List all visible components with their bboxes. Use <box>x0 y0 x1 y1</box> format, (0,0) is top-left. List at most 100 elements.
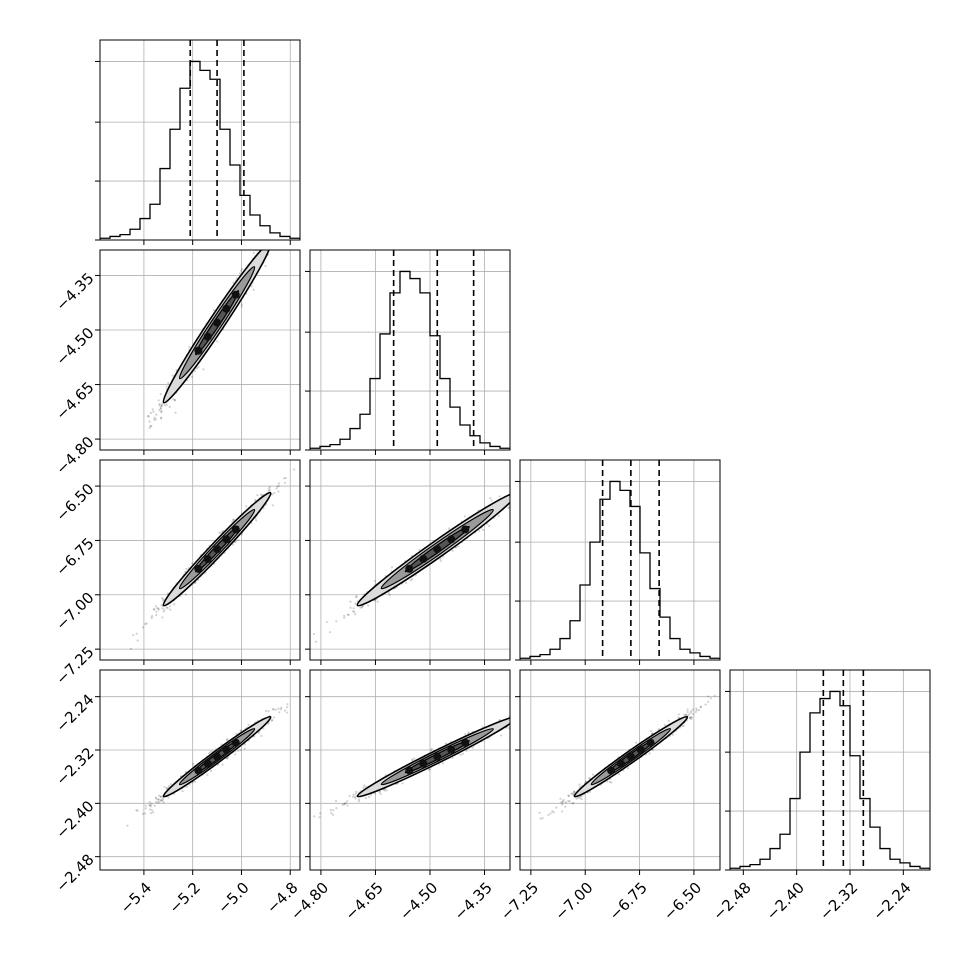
sample-point <box>512 724 514 726</box>
sample-point <box>667 719 670 722</box>
sample-point <box>167 785 171 788</box>
panel-frame <box>99 459 301 661</box>
sample-point <box>159 795 162 799</box>
sample-point <box>141 626 145 629</box>
sample-point <box>161 799 164 802</box>
sample-point <box>147 415 150 418</box>
sample-point <box>689 716 692 719</box>
sample-point <box>343 803 346 806</box>
sample-point <box>257 731 260 735</box>
sample-point <box>158 794 161 797</box>
panel-frame <box>99 669 301 871</box>
sample-point <box>169 783 173 786</box>
sample-point <box>525 482 527 484</box>
sample-point <box>313 815 316 818</box>
sample-point <box>168 405 171 408</box>
density-peak <box>405 766 414 775</box>
sample-point <box>447 527 451 530</box>
sample-point <box>165 403 168 406</box>
sample-point <box>150 614 154 618</box>
sample-point <box>512 720 514 722</box>
sample-point <box>290 217 292 219</box>
histogram-line <box>310 270 510 450</box>
sample-point <box>688 716 691 719</box>
sample-point <box>174 411 177 414</box>
sample-point <box>155 413 158 416</box>
sample-point <box>231 520 234 523</box>
sample-point <box>225 757 229 760</box>
sample-point <box>279 223 281 225</box>
sample-point <box>278 229 280 231</box>
sample-point <box>209 769 212 772</box>
sample-point <box>348 794 351 798</box>
sample-point <box>160 411 163 414</box>
sample-point <box>166 786 169 790</box>
sample-point <box>272 716 276 719</box>
sample-point <box>150 616 153 620</box>
sample-point <box>517 716 519 718</box>
sample-point <box>694 710 697 714</box>
sample-point <box>153 608 156 611</box>
sample-point <box>285 706 289 709</box>
sample-point <box>387 591 390 595</box>
sample-point <box>521 489 523 491</box>
sample-point <box>271 230 273 232</box>
sample-point <box>541 817 544 820</box>
sample-point <box>159 407 162 410</box>
sample-point <box>161 597 164 600</box>
sample-point <box>354 797 357 800</box>
sample-point <box>312 632 316 636</box>
sample-point <box>557 463 559 465</box>
sample-point <box>266 722 270 725</box>
sample-point <box>152 410 155 413</box>
sample-point <box>160 603 163 607</box>
sample-point <box>234 753 237 756</box>
sample-point <box>166 606 169 610</box>
histogram-panel-2 <box>515 459 721 665</box>
sample-point <box>330 811 333 815</box>
sample-point <box>376 600 379 603</box>
sample-point <box>527 483 529 485</box>
sample-point <box>361 605 365 608</box>
panel-frame <box>99 249 301 451</box>
sample-point <box>346 613 349 616</box>
sample-point <box>627 767 630 770</box>
sample-point <box>161 797 165 800</box>
sample-point <box>159 417 163 420</box>
sample-point <box>580 797 583 801</box>
sample-point <box>268 240 270 242</box>
sample-point <box>154 796 157 799</box>
sample-point <box>265 245 267 247</box>
sample-point <box>572 802 575 805</box>
sample-point <box>651 732 654 735</box>
y-tick-label: −2.40 <box>52 797 97 842</box>
histogram-panel-1 <box>305 249 511 455</box>
sample-point <box>144 623 147 626</box>
sample-point <box>328 631 332 634</box>
sample-point <box>498 718 501 722</box>
sample-point <box>405 581 408 584</box>
sample-point <box>247 723 250 726</box>
sample-point <box>136 809 139 812</box>
sample-point <box>160 799 163 802</box>
sample-point <box>150 808 153 812</box>
sample-point <box>195 367 198 370</box>
sample-point <box>343 802 347 805</box>
sample-point <box>516 496 518 498</box>
sample-point <box>239 749 242 752</box>
sample-point <box>353 613 357 616</box>
sample-point <box>162 610 165 613</box>
sample-point <box>252 288 255 291</box>
sample-point <box>135 809 138 812</box>
sample-point <box>373 579 376 583</box>
sample-point <box>146 415 150 418</box>
sample-point <box>451 549 454 552</box>
sample-point <box>533 706 535 708</box>
sample-point <box>236 749 240 752</box>
scatter-panel-1-0: −4.80−4.65−4.50−4.35 <box>52 217 301 478</box>
sample-point <box>514 715 516 717</box>
sample-point <box>291 219 293 221</box>
sample-point <box>243 747 246 750</box>
sample-point <box>190 375 194 379</box>
density-peak <box>447 745 456 754</box>
